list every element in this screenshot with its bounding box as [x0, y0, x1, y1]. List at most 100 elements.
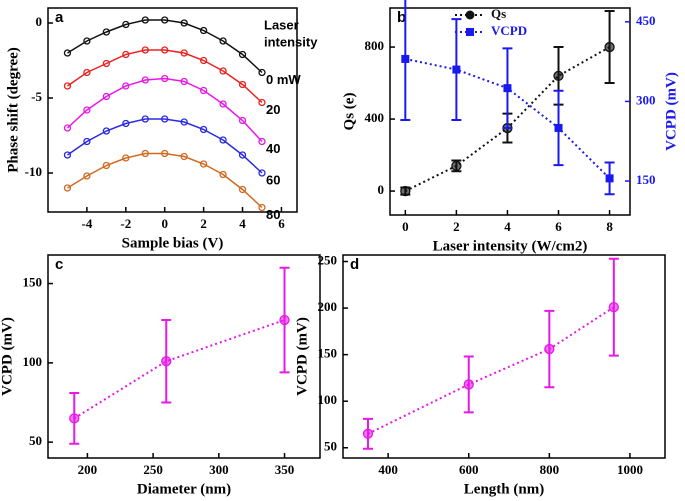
marker	[122, 119, 130, 128]
series-line	[67, 19, 263, 74]
marker	[122, 154, 130, 162]
y-tick-label: 100	[318, 392, 338, 407]
marker	[161, 46, 169, 54]
x-axis-label: Diameter (nm)	[137, 481, 231, 497]
marker	[605, 174, 614, 183]
marker	[463, 379, 474, 390]
series-label: 0 mW	[266, 72, 301, 87]
marker	[258, 203, 266, 212]
marker	[258, 98, 266, 107]
marker	[83, 68, 91, 77]
x-tick-label: 6	[555, 219, 562, 234]
plot-frame	[389, 7, 631, 216]
marker	[199, 125, 208, 134]
panel-label: c	[55, 256, 63, 273]
marker	[122, 50, 130, 59]
marker	[141, 46, 149, 54]
marker	[69, 413, 80, 424]
x-axis-label: Length (nm)	[464, 481, 544, 497]
marker	[219, 67, 227, 75]
marker	[83, 37, 91, 45]
series-line	[73, 319, 285, 420]
series-line	[67, 49, 263, 104]
marker	[219, 136, 227, 144]
x-tick-label: 0	[402, 219, 409, 234]
marker	[63, 184, 72, 192]
marker	[180, 19, 188, 27]
marker	[102, 161, 111, 170]
marker	[238, 116, 247, 125]
series-line	[67, 152, 263, 209]
x-tick-label: 350	[275, 462, 295, 477]
marker	[83, 172, 91, 180]
y-tick-label: 400	[365, 110, 385, 125]
marker	[452, 65, 461, 74]
marker	[63, 49, 72, 57]
marker	[451, 160, 462, 172]
x-tick-label: 1000	[617, 462, 643, 477]
marker	[141, 76, 149, 84]
marker	[238, 80, 247, 89]
marker	[83, 106, 91, 114]
x-tick-label: 800	[540, 462, 560, 477]
marker	[604, 41, 615, 53]
marker	[102, 127, 111, 135]
x-tick-label: 300	[209, 462, 229, 477]
marker	[362, 428, 374, 439]
series-line	[367, 306, 615, 435]
series-label: 60	[266, 172, 280, 187]
marker	[219, 100, 227, 108]
y-tick-label: 200	[318, 299, 338, 314]
x-tick-label: 6	[278, 216, 285, 231]
y-tick-label: 0	[36, 14, 43, 29]
marker	[161, 115, 169, 123]
y-tick-label: -10	[25, 164, 42, 179]
marker	[141, 115, 149, 123]
y-axis-label: VCPD (mV)	[294, 317, 310, 396]
marker	[161, 16, 169, 24]
marker	[122, 20, 130, 29]
plot-frame	[47, 254, 321, 459]
x-tick-label: 4	[504, 219, 511, 234]
marker	[199, 86, 208, 95]
marker	[102, 59, 111, 68]
y-tick-label: 250	[318, 253, 338, 268]
x-tick-label: 400	[378, 462, 398, 477]
marker	[238, 151, 247, 159]
marker	[161, 74, 169, 83]
plot-frame	[342, 254, 666, 459]
marker	[199, 160, 208, 168]
annotation: Laser	[264, 17, 299, 32]
series-line	[67, 118, 263, 174]
marker	[258, 68, 266, 77]
y-tick-label: 150	[318, 346, 338, 361]
x-tick-label: -4	[81, 216, 92, 231]
x-tick-label: -2	[120, 216, 131, 231]
x-tick-label: 0	[161, 216, 168, 231]
marker	[219, 37, 227, 45]
marker	[199, 26, 208, 35]
marker	[102, 28, 111, 36]
marker	[161, 356, 172, 367]
marker	[258, 137, 266, 146]
marker	[122, 82, 130, 90]
panel-label: d	[350, 256, 359, 273]
y2-axis-label: VCPD (mV)	[663, 72, 679, 151]
y-axis-label: Phase shift (degree)	[5, 47, 21, 173]
marker	[63, 124, 72, 132]
marker	[238, 185, 247, 194]
series-label: 20	[266, 102, 280, 117]
y2-tick-label: 150	[636, 172, 656, 187]
plot-frame	[47, 7, 298, 213]
marker	[219, 170, 227, 179]
marker	[102, 92, 111, 101]
y-tick-label: 50	[324, 439, 337, 454]
marker	[180, 152, 188, 161]
x-tick-label: 2	[200, 216, 207, 231]
marker	[279, 314, 290, 326]
marker	[180, 49, 188, 57]
marker	[161, 149, 169, 158]
legend-label: Qs	[491, 6, 506, 21]
y-tick-label: 0	[378, 182, 385, 197]
